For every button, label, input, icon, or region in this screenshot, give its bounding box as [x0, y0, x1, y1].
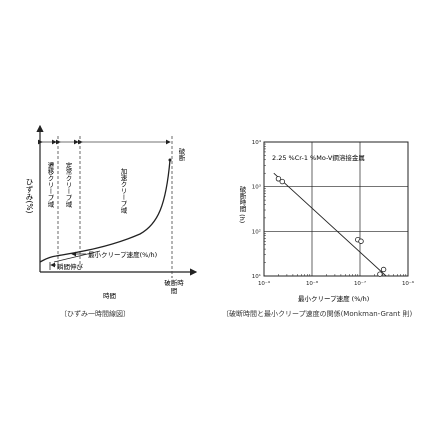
creep-curve [39, 159, 171, 263]
right-caption: 〔破断時間と最小クリープ速度の関係(Monkman-Grant 則) [222, 310, 413, 318]
data-point [275, 176, 282, 182]
plot-grid [264, 142, 408, 276]
left-ylabel: ひずみ(%) [25, 178, 34, 214]
x-tick-label: 10⁻⁹ [258, 280, 270, 287]
data-points [275, 176, 387, 277]
right-xlabel: 最小クリープ速度 (%/h) [298, 295, 370, 303]
data-point [358, 238, 364, 244]
region-label-steady: 定常クリープ域 [64, 162, 72, 208]
region-label-transient: 遷移クリープ域 [46, 162, 54, 208]
plot-frame [263, 141, 409, 277]
left-caption: 〔ひずみ一時間線図〕 [60, 310, 130, 318]
x-tick-label: 10⁻⁷ [354, 280, 366, 287]
monkman-grant-chart: 10⁻⁹ 10⁻⁸ 10⁻⁷ 10⁻⁶ 10¹ 10² 10³ 10⁴ [252, 139, 415, 287]
y-tick-label: 10³ [252, 184, 261, 191]
y-tick-label: 10¹ [252, 273, 261, 280]
data-point [380, 266, 387, 273]
min-creep-rate-tangent [53, 250, 101, 263]
y-tick-label: 10⁴ [252, 139, 262, 146]
plot-ticks: 10⁻⁹ 10⁻⁸ 10⁻⁷ 10⁻⁶ 10¹ 10² 10³ 10⁴ [252, 139, 415, 287]
region-label-accel: 加速クリープ域 [119, 168, 127, 214]
min-creep-rate-label: 最小クリープ速度(%/h) [88, 251, 158, 259]
monkman-grant-fit-line [273, 172, 387, 277]
rupture-point [168, 158, 172, 162]
data-point [279, 178, 285, 185]
fit-line-group [273, 172, 387, 277]
right-ylabel: 破断時間 (h) [238, 186, 246, 224]
data-point [377, 271, 383, 277]
x-tick-label: 10⁻⁸ [306, 280, 319, 287]
left-xlabel: 時間 [103, 292, 116, 300]
strain-time-diagram [36, 124, 198, 278]
y-tick-label: 10² [252, 228, 261, 235]
x-tick-label: 10⁻⁶ [402, 280, 415, 287]
instant-elongation-label: 瞬間伸び [57, 263, 83, 271]
rupture-time-label: 破断時間 [164, 279, 184, 295]
chart-title: 2.25 %Cr-1 %Mo-V鋼溶接金属 [272, 154, 365, 162]
rupture-label: 破断 [177, 148, 185, 161]
